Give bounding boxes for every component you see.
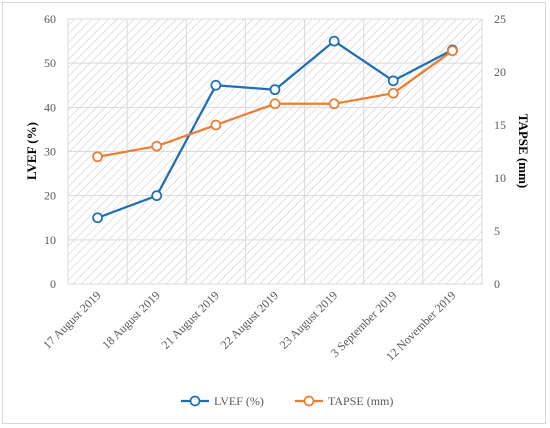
- right-tick-label: 5: [494, 224, 500, 238]
- gridlines: [67, 18, 483, 285]
- data-point: [269, 98, 281, 110]
- series-layer: [92, 35, 458, 224]
- data-point: [210, 79, 222, 91]
- data-point: [151, 190, 163, 202]
- left-tick-label: 0: [50, 277, 56, 291]
- legend-marker: [189, 395, 201, 407]
- data-point: [210, 119, 222, 131]
- left-tick-label: 40: [44, 100, 56, 114]
- left-tick-label: 60: [44, 12, 56, 26]
- x-tick-label: 23 August 2019: [277, 288, 341, 352]
- right-tick-label: 20: [494, 65, 506, 79]
- x-tick-label: 21 August 2019: [158, 288, 222, 352]
- left-tick-label: 50: [44, 56, 56, 70]
- right-tick-label: 15: [494, 118, 506, 132]
- right-axis-title: TAPSE (mm): [516, 114, 531, 189]
- legend-label: TAPSE (mm): [328, 394, 393, 408]
- x-tick-label: 17 August 2019: [40, 288, 104, 352]
- data-point: [269, 84, 281, 96]
- left-tick-label: 10: [44, 233, 56, 247]
- left-axis-title: LVEF (%): [24, 122, 39, 180]
- right-axis-ticks: 0 5 10 15 20 25: [494, 12, 506, 291]
- right-tick-label: 10: [494, 171, 506, 185]
- data-point: [328, 35, 340, 47]
- legend-label: LVEF (%): [214, 394, 264, 408]
- chart-frame: [2, 2, 546, 424]
- x-tick-label: 18 August 2019: [99, 288, 163, 352]
- data-point: [151, 140, 163, 152]
- data-point: [387, 75, 399, 87]
- data-point: [387, 87, 399, 99]
- right-tick-label: 25: [494, 12, 506, 26]
- left-tick-label: 30: [44, 145, 56, 159]
- legend-marker: [303, 395, 315, 407]
- x-tick-label: 22 August 2019: [217, 288, 281, 352]
- data-point: [92, 212, 103, 224]
- data-point: [92, 151, 103, 163]
- right-tick-label: 0: [494, 277, 500, 291]
- left-tick-label: 20: [44, 189, 56, 203]
- data-point: [328, 98, 340, 110]
- left-axis-ticks: 0 10 20 30 40 50 60: [44, 12, 56, 291]
- data-point: [447, 45, 458, 57]
- legend: LVEF (%) TAPSE (mm): [181, 394, 393, 408]
